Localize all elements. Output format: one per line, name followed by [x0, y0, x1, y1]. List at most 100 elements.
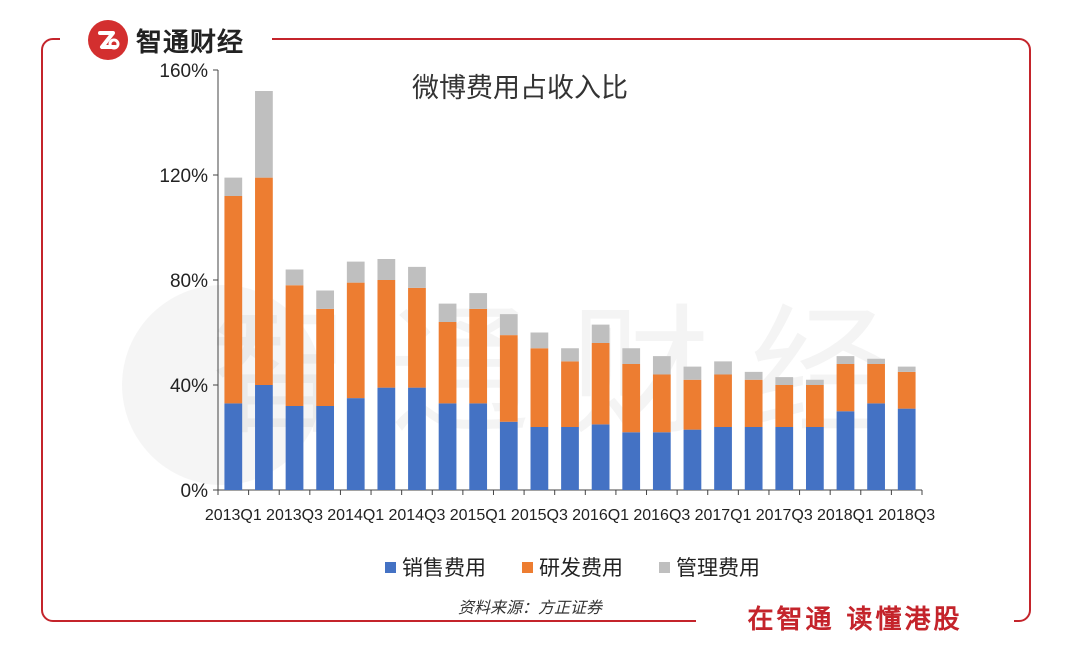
bar-2013Q4-series-0 — [316, 406, 335, 490]
footer-gap — [696, 598, 1014, 644]
y-tick-label: 120% — [159, 166, 208, 187]
x-tick-label: 2015Q1 — [450, 507, 507, 524]
bar-2017Q2-series-0 — [744, 427, 763, 490]
legend-label-rnd: 研发费用 — [539, 556, 623, 580]
bar-2017Q1-series-1 — [714, 374, 732, 427]
bar-2016Q3-series-2 — [652, 356, 671, 375]
bar-2014Q3-series-1 — [408, 287, 426, 388]
bar-2013Q1-series-2 — [224, 177, 243, 196]
bar-2013Q1-series-1 — [224, 196, 243, 404]
x-tick-label: 2016Q1 — [572, 507, 629, 524]
legend-item-admin: 管理费用 — [659, 552, 760, 582]
bar-2017Q4-series-0 — [805, 427, 824, 490]
x-tick-label: 2017Q1 — [695, 507, 752, 524]
bar-2013Q2-series-0 — [255, 385, 273, 490]
y-tick-label: 40% — [170, 376, 208, 397]
bar-2014Q3-series-0 — [408, 387, 426, 490]
bar-2015Q3-series-0 — [530, 427, 549, 490]
bar-2013Q3-series-0 — [285, 406, 304, 490]
legend-item-sales: 销售费用 — [385, 552, 486, 582]
bar-2014Q4-series-2 — [438, 303, 457, 322]
bar-2015Q4-series-1 — [561, 361, 579, 427]
chart-title: 微博费用占收入比 — [412, 73, 628, 104]
bar-2017Q1-series-2 — [714, 361, 732, 375]
bar-2018Q1-series-0 — [836, 411, 855, 490]
x-tick-label: 2017Q3 — [756, 507, 813, 524]
y-tick-label: 160% — [159, 61, 208, 82]
bar-2018Q3-series-2 — [897, 366, 916, 372]
x-tick-label: 2018Q1 — [817, 507, 874, 524]
brand-logo: 智通财经 — [88, 18, 244, 62]
legend-swatch-admin — [659, 561, 670, 573]
bar-2014Q4-series-0 — [438, 403, 457, 490]
bar-2013Q2-series-1 — [255, 177, 273, 385]
bar-2015Q2-series-0 — [499, 421, 518, 490]
bar-2014Q2-series-2 — [377, 259, 396, 280]
bar-2016Q2-series-1 — [622, 364, 641, 433]
bar-2017Q3-series-0 — [775, 427, 794, 490]
x-tick-label: 2015Q3 — [511, 507, 568, 524]
bar-2018Q2-series-2 — [867, 358, 885, 364]
bar-2014Q4-series-1 — [438, 322, 457, 404]
bar-2013Q3-series-1 — [285, 285, 304, 406]
x-tick-label: 2014Q3 — [388, 507, 445, 524]
legend-label-admin: 管理费用 — [676, 556, 760, 580]
bar-2018Q1-series-2 — [836, 356, 855, 364]
bar-2016Q2-series-2 — [622, 348, 641, 364]
x-tick-label: 2016Q3 — [633, 507, 690, 524]
bar-2017Q4-series-1 — [805, 385, 824, 427]
bar-2017Q4-series-2 — [805, 379, 824, 385]
bar-2014Q2-series-0 — [377, 387, 396, 490]
bar-2015Q4-series-2 — [561, 348, 579, 362]
bar-2016Q3-series-0 — [652, 432, 671, 490]
bar-2016Q3-series-1 — [652, 374, 671, 433]
bar-2017Q2-series-2 — [744, 371, 763, 380]
bar-2014Q1-series-1 — [346, 282, 365, 399]
bar-2017Q3-series-2 — [775, 377, 794, 385]
bar-2016Q4-series-2 — [683, 366, 702, 380]
chart-legend: 销售费用 研发费用 管理费用 — [385, 552, 760, 582]
bar-2015Q1-series-0 — [469, 403, 488, 490]
bar-2017Q3-series-1 — [775, 385, 794, 427]
brand-name: 智通财经 — [136, 27, 245, 58]
x-tick-label: 2013Q3 — [266, 507, 323, 524]
brand-slogan: 在智通 读懂港股 — [747, 605, 963, 635]
y-tick-label: 0% — [181, 481, 209, 502]
bar-2016Q4-series-1 — [683, 379, 702, 430]
bar-2016Q1-series-1 — [591, 343, 610, 425]
bar-2015Q4-series-0 — [561, 427, 579, 490]
bar-2014Q1-series-2 — [346, 261, 365, 283]
zhitong-logo-icon — [88, 20, 128, 60]
bar-2015Q3-series-2 — [530, 332, 549, 349]
bar-2014Q3-series-2 — [408, 266, 426, 288]
bar-2018Q3-series-1 — [897, 371, 916, 409]
bar-2016Q1-series-0 — [591, 424, 610, 490]
bar-2015Q2-series-2 — [499, 314, 518, 336]
bar-2014Q1-series-0 — [346, 398, 365, 490]
legend-label-sales: 销售费用 — [402, 556, 486, 580]
x-tick-label: 2014Q1 — [327, 507, 384, 524]
bar-2016Q4-series-0 — [683, 429, 702, 490]
bar-2015Q2-series-1 — [499, 335, 518, 422]
x-tick-label: 2013Q1 — [205, 507, 262, 524]
bar-2017Q1-series-0 — [714, 427, 732, 490]
bar-2014Q2-series-1 — [377, 280, 396, 388]
bar-2015Q3-series-1 — [530, 348, 549, 427]
bar-2013Q4-series-1 — [316, 308, 335, 406]
bar-2018Q2-series-1 — [867, 364, 885, 404]
bar-2016Q1-series-2 — [591, 324, 610, 343]
bar-2018Q2-series-0 — [867, 403, 885, 490]
bar-2013Q2-series-2 — [255, 91, 273, 178]
bar-2017Q2-series-1 — [744, 379, 763, 427]
x-tick-label: 2018Q3 — [878, 507, 935, 524]
bar-2013Q4-series-2 — [316, 290, 335, 309]
bar-2013Q3-series-2 — [285, 269, 304, 286]
bar-2018Q1-series-1 — [836, 364, 855, 412]
y-tick-label: 80% — [170, 271, 208, 292]
bar-2015Q1-series-2 — [469, 293, 488, 309]
legend-swatch-rnd — [522, 561, 533, 573]
legend-swatch-sales — [385, 561, 396, 573]
bar-2016Q2-series-0 — [622, 432, 641, 490]
bar-2013Q1-series-0 — [224, 403, 243, 490]
